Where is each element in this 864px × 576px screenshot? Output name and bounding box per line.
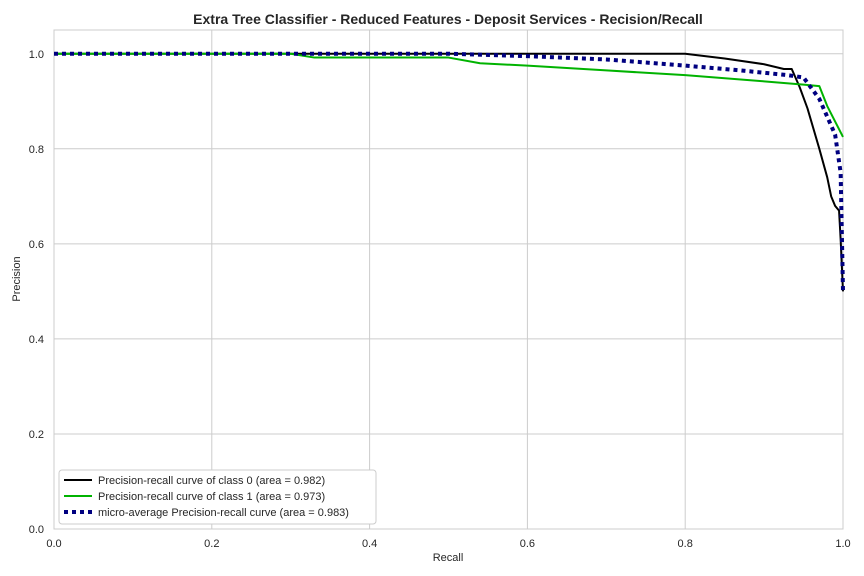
legend-entry-0: Precision-recall curve of class 0 (area … — [98, 475, 325, 487]
x-axis-label: Recall — [433, 552, 464, 564]
series-line-0 — [54, 52, 844, 292]
legend: Precision-recall curve of class 0 (area … — [58, 469, 377, 525]
x-tick-labels: 0.0 0.2 0.4 0.6 0.8 1.0 — [46, 538, 850, 550]
plot-area — [53, 29, 844, 530]
x-tick-label: 0.0 — [46, 538, 61, 550]
y-tick-label: 0.4 — [29, 334, 44, 346]
x-tick-label: 0.8 — [678, 538, 693, 550]
y-tick-label: 0.8 — [29, 144, 44, 156]
y-tick-labels: 0.0 0.2 0.4 0.6 0.8 1.0 — [29, 49, 44, 536]
x-tick-label: 0.2 — [204, 538, 219, 550]
y-tick-label: 1.0 — [29, 49, 44, 61]
legend-entry-1: Precision-recall curve of class 1 (area … — [98, 491, 325, 503]
x-tick-label: 0.6 — [520, 538, 535, 550]
legend-box — [58, 469, 377, 525]
series-layer — [54, 51, 845, 292]
x-tick-label: 0.4 — [362, 538, 377, 550]
x-tick-label: 1.0 — [835, 538, 850, 550]
y-tick-label: 0.6 — [29, 239, 44, 251]
y-tick-label: 0.2 — [29, 429, 44, 441]
legend-entry-2: micro-average Precision-recall curve (ar… — [98, 507, 349, 519]
y-axis-label: Precision — [11, 256, 23, 301]
chart-title: Extra Tree Classifier - Reduced Features… — [193, 11, 703, 27]
y-tick-label: 0.0 — [29, 524, 44, 536]
series-line-1 — [54, 52, 844, 138]
series-line-2 — [54, 51, 845, 292]
